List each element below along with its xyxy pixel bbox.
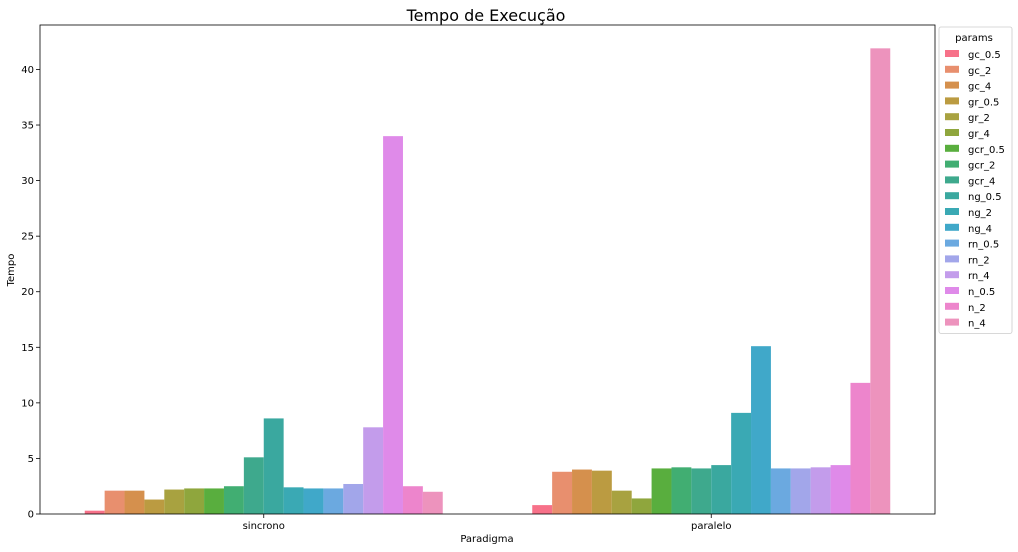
- y-tick-label: 10: [21, 398, 34, 409]
- legend-swatch-gr_4: [945, 129, 959, 136]
- legend-label-gc_4: gc_4: [968, 82, 991, 93]
- bar-gc_2-paralelo: [552, 471, 573, 514]
- bar-gr_4-sincrono: [184, 488, 205, 514]
- bars-group: [84, 48, 891, 515]
- legend-label-rn_2: rn_2: [968, 255, 990, 266]
- bar-gr_2-paralelo: [611, 490, 632, 514]
- bar-gr_2-sincrono: [164, 489, 185, 514]
- legend-swatch-n_0.5: [945, 287, 959, 294]
- bar-gc_0.5-sincrono: [84, 510, 105, 514]
- bar-gr_0.5-paralelo: [591, 470, 612, 514]
- plot-frame: [39, 24, 936, 515]
- bar-rn_4-paralelo: [810, 467, 831, 514]
- bar-ng_0.5-paralelo: [711, 465, 732, 514]
- bar-rn_0.5-sincrono: [323, 488, 344, 514]
- legend-swatch-ng_4: [945, 223, 959, 231]
- bar-ng_0.5-sincrono: [263, 418, 284, 514]
- bar-ng_2-paralelo: [731, 412, 752, 514]
- legend-label-n_0.5: n_0.5: [968, 287, 995, 298]
- legend-swatch-rn_0.5: [945, 239, 959, 247]
- legend-swatch-ng_0.5: [945, 192, 959, 200]
- bar-n_4-sincrono: [422, 491, 443, 514]
- bar-n_2-paralelo: [850, 382, 871, 514]
- y-tick-label: 20: [21, 287, 34, 298]
- legend-label-gc_0.5: gc_0.5: [968, 50, 1001, 61]
- bar-n_0.5-paralelo: [830, 465, 851, 514]
- legend-swatch-gcr_0.5: [945, 144, 959, 152]
- bar-gc_2-sincrono: [104, 490, 125, 514]
- legend-label-n_4: n_4: [968, 319, 986, 330]
- y-axis: 0 5 10 15 20 25 30 35 40: [21, 65, 40, 521]
- bar-rn_4-sincrono: [363, 427, 384, 514]
- legend-swatch-gr_0.5: [945, 97, 959, 105]
- legend-swatch-gc_4: [945, 81, 959, 89]
- legend-label-gc_2: gc_2: [968, 66, 991, 77]
- legend-label-rn_0.5: rn_0.5: [968, 240, 999, 251]
- bar-gr_4-paralelo: [631, 498, 652, 514]
- legend-label-ng_4: ng_4: [968, 224, 992, 235]
- bar-ng_4-paralelo: [751, 346, 771, 514]
- bar-gc_0.5-paralelo: [532, 505, 553, 514]
- legend-swatch-gr_2: [945, 113, 959, 121]
- legend-swatch-n_2: [945, 302, 959, 310]
- legend-swatch-rn_2: [945, 255, 959, 263]
- legend-label-gcr_4: gcr_4: [968, 176, 995, 187]
- legend-label-rn_4: rn_4: [968, 271, 990, 282]
- legend-swatch-ng_2: [945, 208, 959, 215]
- x-tick-label: sincrono: [243, 521, 285, 532]
- legend-swatch-n_4: [945, 318, 959, 326]
- legend-label-gr_4: gr_4: [968, 129, 990, 140]
- chart-title: Tempo de Execução: [406, 6, 566, 25]
- bar-rn_2-paralelo: [790, 468, 811, 514]
- legend-swatch-rn_4: [945, 271, 959, 279]
- legend-label-n_2: n_2: [968, 303, 986, 314]
- legend-swatch-gcr_4: [945, 176, 959, 184]
- bar-gc_4-sincrono: [124, 490, 145, 514]
- legend-swatch-gcr_2: [945, 160, 959, 168]
- x-axis: sincrono paralelo: [243, 514, 732, 532]
- legend-label-gr_2: gr_2: [968, 113, 990, 124]
- bar-gcr_0.5-paralelo: [651, 468, 672, 514]
- bar-gcr_2-sincrono: [223, 486, 244, 514]
- bar-gc_4-paralelo: [572, 469, 592, 514]
- y-tick-label: 35: [21, 121, 34, 132]
- bar-n_4-paralelo: [870, 48, 891, 515]
- bar-gcr_4-sincrono: [243, 457, 264, 514]
- bar-rn_0.5-paralelo: [770, 468, 791, 514]
- y-tick-label: 15: [21, 343, 34, 354]
- legend-swatch-gc_2: [945, 65, 959, 73]
- y-tick-label: 0: [28, 510, 34, 521]
- legend-title: params: [955, 33, 993, 44]
- y-axis-label: Tempo: [6, 254, 17, 288]
- x-axis-label: Paradigma: [460, 534, 513, 545]
- legend-swatch-gc_0.5: [945, 50, 959, 57]
- bar-gr_0.5-sincrono: [144, 499, 165, 514]
- legend-label-gcr_2: gcr_2: [968, 161, 995, 172]
- y-tick-label: 40: [21, 65, 34, 76]
- bar-n_2-sincrono: [402, 486, 423, 514]
- bar-ng_4-sincrono: [303, 488, 324, 514]
- y-tick-label: 25: [21, 232, 34, 243]
- bar-gcr_0.5-sincrono: [204, 488, 224, 514]
- bar-n_0.5-sincrono: [383, 136, 403, 514]
- legend-label-gr_0.5: gr_0.5: [968, 97, 999, 108]
- y-tick-label: 30: [21, 176, 34, 187]
- legend-label-ng_2: ng_2: [968, 208, 992, 219]
- bar-gcr_4-paralelo: [691, 468, 712, 514]
- bar-gcr_2-paralelo: [671, 467, 692, 514]
- x-tick-label: paralelo: [691, 521, 732, 532]
- bar-rn_2-sincrono: [343, 483, 364, 514]
- bar-ng_2-sincrono: [283, 487, 304, 514]
- legend-label-ng_0.5: ng_0.5: [968, 192, 1002, 203]
- y-tick-label: 5: [28, 454, 34, 465]
- legend: params gc_0.5 gc_2 gc_4 gr_0.5 gr_2 gr_4 gcr_0…: [938, 26, 1013, 334]
- legend-label-gcr_0.5: gcr_0.5: [968, 145, 1005, 156]
